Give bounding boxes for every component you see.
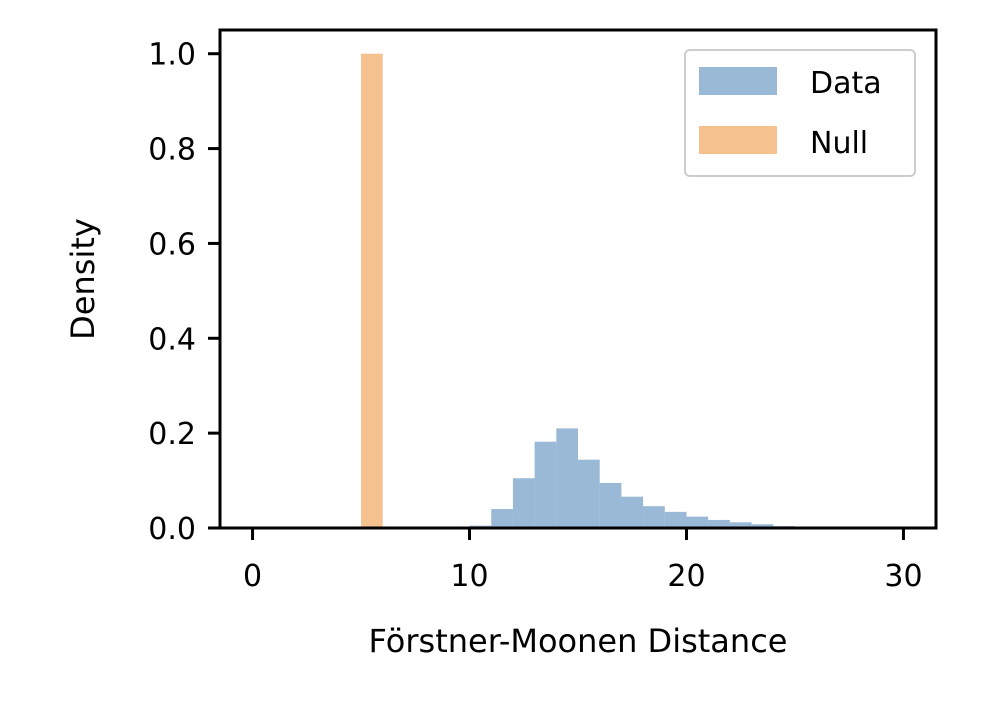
bar-data-19 [664,511,687,528]
x-tick-label: 10 [450,559,488,594]
legend-swatch-data [699,67,777,95]
y-tick-label: 0.2 [148,417,196,452]
bar-data-12 [512,478,535,528]
bar-data-22 [729,522,752,528]
bar-data-18 [643,506,665,528]
bar-data-16 [599,482,622,528]
ticks-layer: 0 10 20 30 0.0 0.2 0.4 0.6 0.8 1.0 [148,38,922,594]
legend: Data Null [684,49,916,177]
bars-layer [361,53,861,529]
y-tick-label: 0.0 [148,512,196,547]
bar-data-11 [491,509,513,528]
bar-data-21 [708,519,730,528]
legend-label-null: Null [810,126,868,161]
x-tick-label: 0 [243,559,262,594]
y-axis-title: Density [64,218,102,340]
bar-null-5 [361,53,383,529]
y-tick-label: 0.8 [148,133,196,168]
bar-data-13 [534,441,557,528]
y-tick-label: 0.6 [148,227,196,262]
bar-data-14 [556,428,578,528]
x-axis-title: Förstner-Moonen Distance [369,622,788,660]
plot-frame [218,28,938,530]
legend-swatch-null [699,126,777,154]
bar-data-23 [751,524,774,528]
x-tick-label: 20 [667,559,705,594]
bar-data-20 [686,516,709,528]
bar-data-15 [578,459,600,528]
x-tick-label: 30 [884,559,922,594]
y-tick-label: 0.4 [148,322,196,357]
y-tick-label: 1.0 [148,38,196,73]
legend-label-data: Data [810,66,882,101]
bar-data-17 [621,496,644,528]
